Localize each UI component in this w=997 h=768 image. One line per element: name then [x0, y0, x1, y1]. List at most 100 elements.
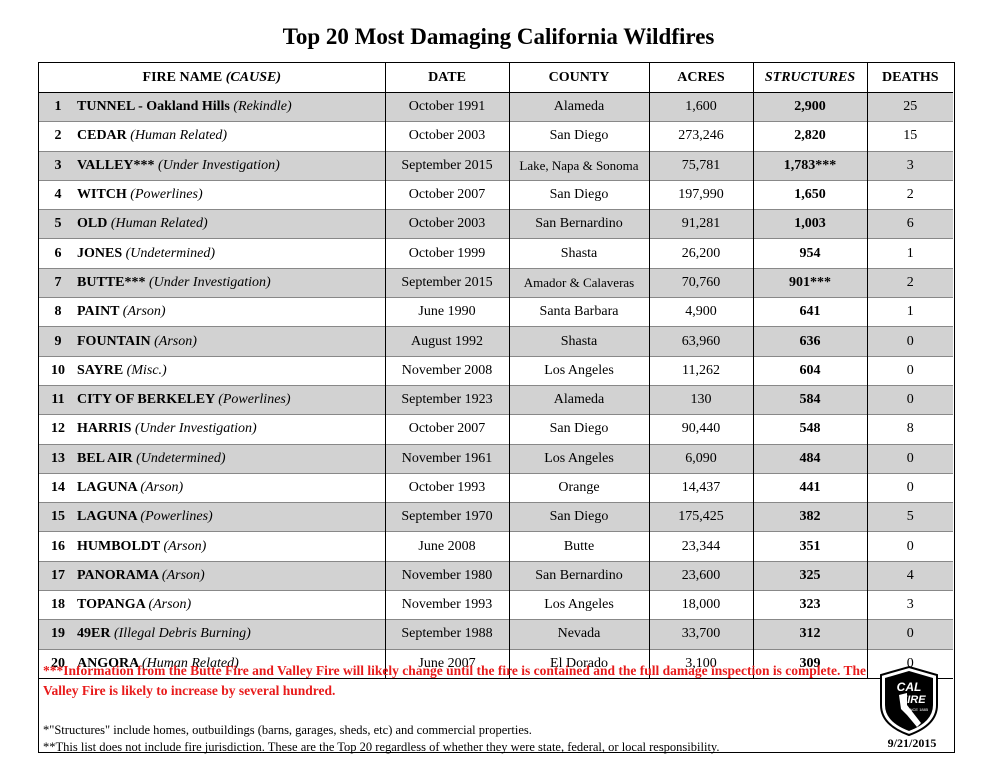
county-cell: San Diego — [509, 502, 650, 532]
structures-cell: 2,900 — [753, 92, 868, 122]
rank-number: 14 — [51, 480, 65, 495]
acres-cell: 18,000 — [649, 590, 754, 620]
deaths-cell: 3 — [867, 590, 953, 620]
date-cell: October 2003 — [385, 209, 510, 239]
fire-name: 49ER — [77, 626, 111, 642]
acres-cell: 1,600 — [649, 92, 754, 122]
table-row: 2 CEDAR (Human Related) October 2003 San Di… — [39, 121, 953, 152]
fire-name: ANGORA — [77, 655, 139, 671]
rank-number: 1 — [54, 99, 62, 115]
fire-name: HUMBOLDT — [77, 538, 160, 554]
page-title: Top 20 Most Damaging California Wildfire… — [282, 24, 715, 49]
rank-number: 11 — [51, 392, 65, 408]
county-cell: Orange — [509, 473, 650, 503]
fire-name-cell: 9 FOUNTAIN (Arson) — [39, 326, 386, 357]
fire-name-cell: 5 OLD (Human Related) — [39, 209, 386, 239]
date-cell: October 1991 — [385, 92, 510, 122]
acres-cell: 23,600 — [649, 561, 754, 591]
acres-cell: 4,900 — [649, 297, 754, 327]
cal-fire-logo: CAL FIRE SINCE 1885 — [880, 665, 938, 737]
county-cell: Amador & Calaveras — [509, 268, 650, 298]
county-cell: San Bernardino — [509, 209, 650, 239]
deaths-cell: 5 — [867, 502, 953, 532]
rank-number: 4 — [54, 187, 62, 203]
header-date: DATE — [385, 63, 510, 93]
fire-name: CEDAR — [77, 128, 127, 144]
table-row: 19 49ER (Illegal Debris Burning) September… — [39, 619, 953, 650]
date-cell: November 2008 — [385, 356, 510, 386]
structures-cell: 323 — [753, 590, 868, 620]
date-cell: August 1992 — [385, 326, 510, 357]
fire-name: TOPANGA — [77, 597, 145, 613]
rank-number: 17 — [51, 567, 65, 583]
date-cell: September 1988 — [385, 619, 510, 650]
fire-cause: (Human Related) — [110, 216, 208, 232]
structures-cell: 901*** — [753, 268, 868, 298]
fire-name-cell: 12 HARRIS (Under Investigation) — [39, 414, 386, 445]
structures-cell: 604 — [753, 356, 868, 386]
fire-name-cell: 18 TOPANGA (Arson) — [39, 590, 386, 620]
fire-name-cell: 11 CITY OF BERKELEY (Powerlines) — [39, 385, 386, 415]
notes-section: ***Information from the Butte Fire and V… — [43, 661, 873, 756]
county-cell: San Diego — [509, 180, 650, 210]
fire-name: LAGUNA — [77, 509, 137, 525]
rank-number: 19 — [51, 626, 65, 642]
table-row: 15 LAGUNA (Powerlines) September 1970 San D… — [39, 502, 953, 532]
date-cell: October 1999 — [385, 238, 510, 269]
table-row: 11 CITY OF BERKELEY (Powerlines) September… — [39, 385, 953, 415]
footnote-jurisdiction: **This list does not include fire jurisd… — [43, 740, 720, 754]
county-cell: Santa Barbara — [509, 297, 650, 327]
wildfire-table-sheet: FIRE NAME (CAUSE) DATE COUNTY ACRES STRU… — [38, 62, 955, 756]
fire-cause: (Misc.) — [126, 362, 167, 378]
fire-name: WITCH — [77, 187, 127, 203]
table-row: 12 HARRIS (Under Investigation) October 20… — [39, 414, 953, 445]
table-row: 5 OLD (Human Related) October 2003 San Bern… — [39, 209, 953, 239]
structures-cell: 1,003 — [753, 209, 868, 239]
county-cell: San Diego — [509, 121, 650, 152]
deaths-cell: 25 — [867, 92, 953, 122]
table-row: 4 WITCH (Powerlines) October 2007 San Diego… — [39, 180, 953, 210]
fire-name: PANORAMA — [77, 567, 159, 583]
structures-cell: 351 — [753, 531, 868, 562]
table-row: 13 BEL AIR (Undetermined) November 1961 Los… — [39, 444, 953, 474]
deaths-cell: 4 — [867, 561, 953, 591]
rank-number: 20 — [51, 655, 65, 671]
acres-cell: 11,262 — [649, 356, 754, 386]
fire-cause: (Arson) — [154, 333, 197, 349]
fire-name: VALLEY*** — [77, 157, 155, 173]
date-cell: October 2003 — [385, 121, 510, 152]
rank-number: 10 — [51, 362, 65, 378]
rank-number: 3 — [54, 157, 62, 173]
county-cell: El Dorado — [509, 649, 650, 679]
fire-name-cell: 14 LAGUNA (Arson) — [39, 473, 386, 503]
fire-cause: (Arson) — [148, 597, 192, 613]
fire-name-cell: 16 HUMBOLDT (Arson) — [39, 531, 386, 562]
fire-cause: (Under Investigation) — [148, 274, 271, 290]
fire-name: BUTTE*** — [77, 274, 146, 290]
structures-cell: 1,650 — [753, 180, 868, 210]
table-row: 7 BUTTE*** (Under Investigation) September… — [39, 268, 953, 298]
header-fire-name: FIRE NAME (CAUSE) — [39, 63, 386, 93]
acres-cell: 273,246 — [649, 121, 754, 152]
fire-cause: (Arson) — [122, 304, 166, 320]
fire-name-cell: 10 SAYRE (Misc.) — [39, 356, 386, 386]
rank-number: 18 — [51, 597, 65, 613]
date-cell: November 1980 — [385, 561, 510, 591]
rank-number: 8 — [54, 304, 62, 320]
county-cell: Butte — [509, 531, 650, 562]
rank-number: 6 — [54, 245, 62, 261]
acres-cell: 75,781 — [649, 151, 754, 181]
deaths-cell: 15 — [867, 121, 953, 152]
structures-cell: 584 — [753, 385, 868, 415]
fire-name: BEL AIR — [77, 450, 133, 466]
date-cell: October 2007 — [385, 180, 510, 210]
rank-number: 16 — [51, 538, 65, 554]
acres-cell: 6,090 — [649, 444, 754, 474]
deaths-cell: 6 — [867, 209, 953, 239]
fire-name: SAYRE — [77, 362, 124, 378]
date-cell: September 1970 — [385, 502, 510, 532]
fire-name: PAINT — [77, 304, 120, 320]
county-cell: San Bernardino — [509, 561, 650, 591]
table-row: 6 JONES (Undetermined) October 1999 Shasta 2… — [39, 238, 953, 269]
header-acres: ACRES — [649, 63, 754, 93]
